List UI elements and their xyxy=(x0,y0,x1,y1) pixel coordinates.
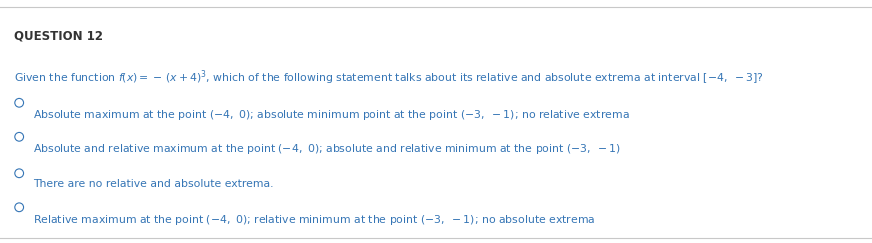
Text: Absolute and relative maximum at the point $(-4,\ 0)$; absolute and relative min: Absolute and relative maximum at the poi… xyxy=(33,142,621,156)
Text: Absolute maximum at the point $(-4,\ 0)$; absolute minimum point at the point $(: Absolute maximum at the point $(-4,\ 0)$… xyxy=(33,108,630,122)
Text: There are no relative and absolute extrema.: There are no relative and absolute extre… xyxy=(33,179,274,189)
Text: Relative maximum at the point $(-4,\ 0)$; relative minimum at the point $(-3,\ -: Relative maximum at the point $(-4,\ 0)$… xyxy=(33,213,596,227)
Text: QUESTION 12: QUESTION 12 xyxy=(14,29,103,42)
Text: Given the function $f(x) = -\,(x+4)^3$, which of the following statement talks a: Given the function $f(x) = -\,(x+4)^3$, … xyxy=(14,68,764,87)
